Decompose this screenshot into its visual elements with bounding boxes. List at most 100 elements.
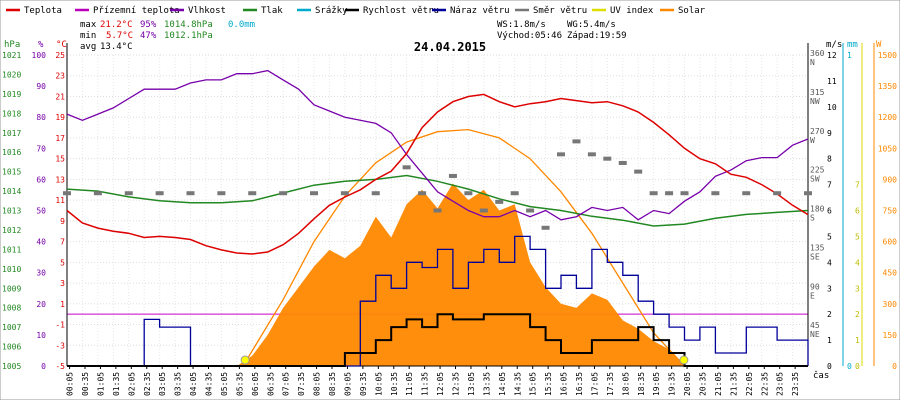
legend-label: Směr větru (533, 6, 587, 16)
time-tick: 09:05 (343, 372, 352, 396)
stat-avg-temp: 13.4°C (100, 42, 133, 52)
time-tick: 08:05 (313, 372, 322, 396)
temperature-tick: 25 (55, 51, 65, 60)
wind-direction-mark (124, 191, 133, 196)
wind-direction-mark (495, 199, 504, 204)
legend-label: UV index (610, 6, 654, 16)
time-tick: 06:35 (266, 372, 275, 396)
direction-tick-deg: 315 (810, 88, 825, 97)
solar-tick: 1350 (878, 82, 897, 91)
wind-direction-mark (665, 191, 674, 196)
temperature-unit: °C (56, 40, 67, 50)
humidity-unit: % (38, 40, 44, 50)
temperature-tick: 7 (60, 238, 65, 247)
time-tick: 05:05 (220, 372, 229, 396)
wind-direction-mark (680, 191, 689, 196)
wind-direction-mark (510, 191, 519, 196)
wind-direction-mark (464, 191, 473, 196)
sun-marker (240, 355, 250, 365)
wind-tick: 7 (827, 181, 832, 190)
temperature-line (66, 93, 809, 255)
stat-wg: WG:5.4m/s (567, 20, 616, 30)
time-tick: 03:35 (174, 372, 183, 396)
time-tick: 21:05 (714, 372, 723, 396)
humidity-tick: 80 (36, 113, 46, 122)
wind-direction-mark (572, 139, 581, 144)
humidity-tick: 20 (36, 300, 46, 309)
time-tick: 18:35 (637, 372, 646, 396)
stat-min-temp: 5.7°C (106, 31, 133, 41)
wind-direction-mark (773, 191, 782, 196)
direction-tick-deg: 45 (810, 321, 820, 330)
wind-direction-mark (433, 208, 442, 213)
wind-direction-mark (448, 173, 457, 178)
pressure-tick: 1007 (2, 323, 21, 332)
pressure-tick: 1008 (2, 304, 21, 313)
time-tick: 23:35 (791, 372, 800, 396)
time-tick: 11:05 (405, 372, 414, 396)
legend-label: Srážky (315, 6, 348, 16)
direction-tick-dir: SW (810, 175, 820, 184)
direction-tick-dir: NE (810, 330, 820, 339)
pressure-tick: 1016 (2, 148, 21, 157)
wind-direction-mark (649, 191, 658, 196)
wind-tick: 12 (827, 51, 837, 60)
legend-label: Náraz větru (450, 6, 510, 16)
time-tick: 22:05 (745, 372, 754, 396)
time-tick: 14:05 (498, 372, 507, 396)
solar-tick: 0 (892, 362, 897, 371)
solar-tick: 150 (883, 331, 898, 340)
time-tick: 18:05 (621, 372, 630, 396)
time-tick: 07:05 (282, 372, 291, 396)
solar-series (67, 128, 808, 367)
wind-direction-mark (217, 191, 226, 196)
temperature-tick: -3 (55, 341, 65, 350)
solar-tick: 300 (883, 300, 898, 309)
time-tick: 15:35 (544, 372, 553, 396)
wind-direction-mark (371, 191, 380, 196)
wind-direction-mark (603, 156, 612, 161)
sun-marker (679, 355, 689, 365)
solar-potential-line (242, 128, 685, 367)
temperature-tick: 1 (60, 300, 65, 309)
wind-unit: m/s (826, 40, 842, 50)
pressure-tick: 1012 (2, 226, 21, 235)
pressure-tick: 1019 (2, 90, 21, 99)
legend-label: Přízemní teplota (93, 6, 180, 16)
wind-direction-mark (340, 191, 349, 196)
rain-unit: mm (847, 40, 858, 50)
time-tick: 21:35 (729, 372, 738, 396)
time-tick: 17:05 (590, 372, 599, 396)
wind-direction-mark (804, 191, 812, 196)
pressure-tick: 1014 (2, 187, 21, 196)
humidity-tick: 70 (36, 144, 46, 153)
wind-tick: 6 (827, 207, 832, 216)
solar-tick: 1200 (878, 113, 897, 122)
wind-direction-mark (634, 169, 643, 174)
time-tick: 13:35 (482, 372, 491, 396)
pressure-tick: 1011 (2, 245, 21, 254)
wind-tick: 5 (827, 232, 832, 241)
x-axis: 00:05 00:35 01:05 01:35 02:05 02:35 03:05 03:35… (66, 366, 829, 396)
pressure-line (66, 174, 809, 227)
temperature-tick: 11 (55, 196, 65, 205)
temperature-tick: 3 (60, 279, 65, 288)
direction-tick-dir: S (810, 214, 815, 223)
temperature-tick: 5 (60, 258, 65, 267)
solar-tick: 1050 (878, 144, 897, 153)
direction-tick-deg: 135 (810, 243, 825, 252)
stat-sunrise: Východ:05:46 (497, 31, 562, 41)
temperature-tick: 13 (55, 175, 65, 184)
direction-tick-dir: E (810, 291, 815, 300)
solar-unit: W (876, 40, 882, 50)
time-tick: 20:05 (683, 372, 692, 396)
wind-direction-mark (557, 152, 565, 157)
stat-avg-label: avg (80, 42, 96, 52)
stat-min-hum: 47% (140, 31, 157, 41)
stat-max-hum: 95% (140, 20, 157, 30)
pressure-tick: 1020 (2, 70, 21, 79)
temperature-tick: -1 (55, 321, 65, 330)
humidity-tick: 90 (36, 82, 46, 91)
legend-label: Vlhkost (188, 6, 226, 16)
stat-sunset: Západ:19:59 (567, 31, 627, 41)
